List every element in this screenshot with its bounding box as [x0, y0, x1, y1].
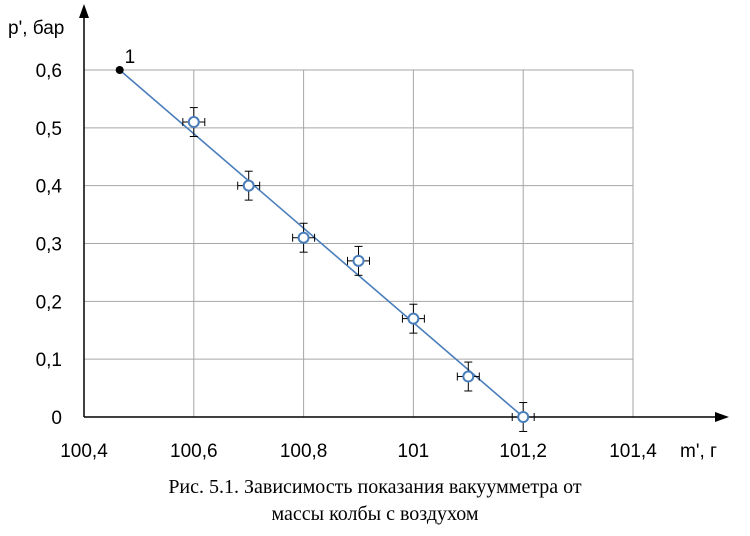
annotation-label: 1: [125, 47, 136, 68]
annotation-dot: [115, 66, 124, 74]
data-points: [187, 116, 530, 423]
x-tick-labels: 100,4 100,6 100,8 101 101,2 101,4: [60, 441, 657, 462]
y-tick-labels: 0 0,1 0,2 0,3 0,4 0,5 0,6: [36, 61, 63, 429]
y-tick-label: 0,3: [36, 235, 62, 256]
error-bars: [182, 107, 535, 432]
y-axis-arrow: [79, 4, 89, 18]
fit-line-segment: [119, 69, 524, 418]
y-tick-label: 0,2: [36, 292, 62, 313]
grid: [84, 69, 634, 417]
caption-line-1: Рис. 5.1. Зависимость показания вакуумме…: [168, 476, 582, 498]
y-axis-label: p', бар: [8, 18, 64, 39]
data-point: [297, 231, 310, 244]
x-tick-label: 101,2: [499, 441, 547, 462]
x-axis-arrow: [715, 412, 729, 422]
fit-line: [119, 69, 524, 418]
y-tick-label: 0,1: [36, 350, 62, 371]
caption-line-2: массы колбы с воздухом: [271, 503, 479, 525]
data-point: [187, 116, 200, 129]
x-tick-label: 101: [398, 441, 430, 462]
y-tick-label: 0,6: [36, 61, 62, 82]
y-tick-label: 0,5: [36, 119, 62, 140]
x-tick-label: 100,8: [280, 441, 328, 462]
data-point: [242, 179, 255, 192]
x-tick-label: 100,6: [170, 441, 218, 462]
y-tick-label: 0,4: [36, 177, 63, 198]
data-point: [517, 411, 530, 423]
data-point: [407, 312, 420, 325]
x-axis-label: m', г: [680, 441, 717, 462]
x-tick-label: 100,4: [60, 441, 108, 462]
y-tick-label: 0: [51, 408, 62, 429]
x-tick-label: 101,4: [609, 441, 657, 462]
data-point: [352, 254, 365, 267]
axes: [79, 4, 729, 422]
annotations: 1: [115, 47, 136, 74]
data-point: [462, 370, 475, 383]
